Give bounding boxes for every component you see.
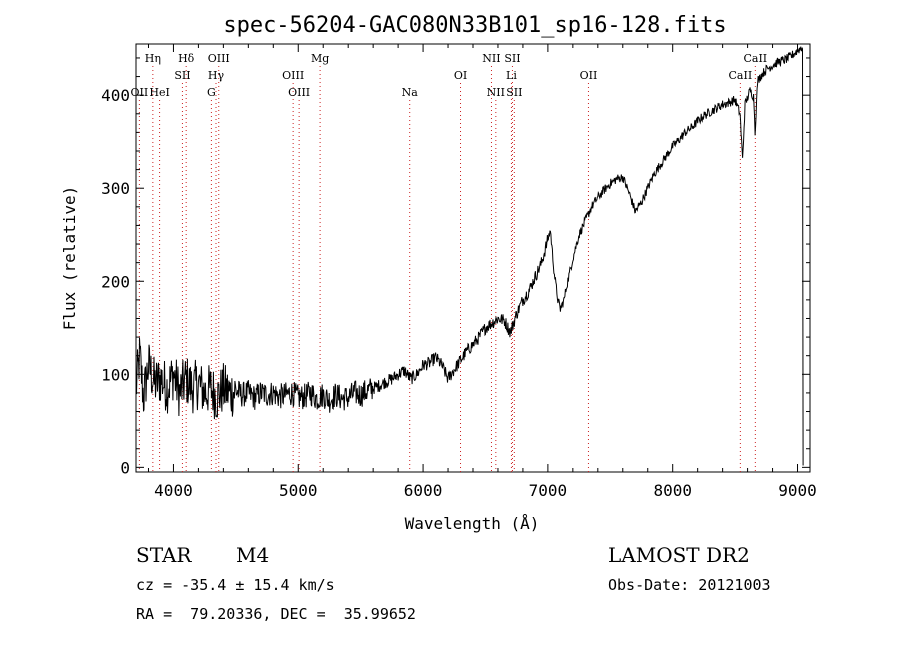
y-tick-label: 300: [101, 179, 130, 198]
line-marker-label: OII: [131, 86, 149, 99]
y-tick-label: 100: [101, 365, 130, 384]
y-tick-label: 400: [101, 86, 130, 105]
line-marker-label: OIII: [288, 86, 310, 99]
y-axis-label: Flux (relative): [60, 186, 79, 331]
chart-title: spec-56204-GAC080N33B101_sp16-128.fits: [223, 13, 726, 38]
line-marker-label: Li: [506, 69, 517, 82]
line-marker-label: OII: [580, 69, 598, 82]
line-marker-label: SII: [174, 69, 190, 82]
line-marker-label: SII: [504, 52, 520, 65]
object-subclass: M4: [236, 543, 269, 567]
line-marker-label: OI: [454, 69, 467, 82]
line-marker-label: NII: [482, 52, 500, 65]
x-axis-label: Wavelength (Å): [405, 514, 540, 533]
redshift-text: cz = -35.4 ± 15.4 km/s: [136, 576, 335, 594]
obs-date-text: Obs-Date: 20121003: [608, 576, 771, 594]
line-marker-label: Hγ: [208, 69, 225, 82]
line-marker-label: OIII: [208, 52, 230, 65]
x-tick-label: 8000: [653, 481, 692, 500]
plot-frame: [135, 43, 811, 473]
axis-ticks: 4000 5000 6000 7000 8000 9000 0 100 200 300 400: [101, 44, 817, 500]
y-tick-label: 200: [101, 272, 130, 291]
line-marker-label: CaII: [743, 52, 767, 65]
coordinates-text: RA = 79.20336, DEC = 35.99652: [136, 605, 416, 623]
x-tick-label: 4000: [154, 481, 193, 500]
spectrum-line: [135, 45, 804, 466]
line-marker-label: Mg: [311, 52, 329, 65]
line-marker-label: Hδ: [178, 52, 195, 65]
survey-name: LAMOST DR2: [608, 543, 750, 567]
y-tick-label: 0: [120, 458, 130, 477]
x-tick-label: 6000: [404, 481, 443, 500]
line-marker-label: OIII: [282, 69, 304, 82]
line-marker-label: Hη: [145, 52, 161, 65]
x-tick-label: 7000: [529, 481, 568, 500]
line-marker-label: HeI: [149, 86, 169, 99]
x-tick-label: 5000: [279, 481, 318, 500]
x-tick-label: 9000: [778, 481, 817, 500]
line-marker-label: CaII: [729, 69, 753, 82]
object-class: STAR: [136, 543, 192, 567]
line-marker-label: SII: [506, 86, 522, 99]
line-marker-label: G: [207, 86, 216, 99]
line-marker-label: Na: [402, 86, 419, 99]
line-marker-label: NII: [487, 86, 505, 99]
